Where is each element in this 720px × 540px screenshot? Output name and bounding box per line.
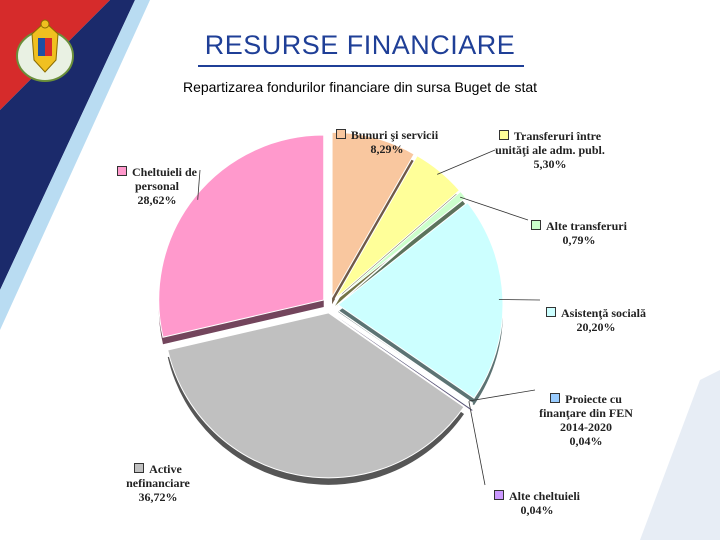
label-value: 0,04% <box>569 434 603 448</box>
label-value: 36,72% <box>138 490 178 504</box>
leader-line-3 <box>498 299 541 301</box>
label-name: Proiecte cu finanţare din FEN 2014-2020 <box>539 392 633 434</box>
label-name: Transferuri între unităţi ale adm. publ. <box>495 129 605 157</box>
label-active-nefinanciare: Active nefinanciare 36,72% <box>108 448 208 518</box>
label-value: 20,20% <box>576 320 616 334</box>
pie-slice-0 <box>331 131 415 300</box>
leader-line-5 <box>468 401 486 486</box>
label-name: Active nefinanciare <box>126 462 190 490</box>
chart-subtitle: Repartizarea fondurilor financiare din s… <box>182 79 538 95</box>
label-cheltuieli-personal: Cheltuieli de personal 28,62% <box>108 151 206 221</box>
pie-slice-7 <box>158 134 325 338</box>
label-proiecte-fen: Proiecte cu finanţare din FEN 2014-2020 … <box>530 378 642 462</box>
slice-side-2 <box>336 198 466 307</box>
pie-slice-6 <box>167 312 465 479</box>
label-name: Cheltuieli de personal <box>132 165 197 193</box>
label-name: Asistenţă socială <box>561 306 646 320</box>
label-name: Bunuri şi servicii <box>350 128 439 142</box>
leader-line-4 <box>469 389 536 402</box>
leader-line-1 <box>437 149 496 175</box>
page-title: RESURSE FINANCIARE <box>204 30 516 60</box>
title-underline <box>198 65 524 67</box>
coat-of-arms-icon <box>16 19 74 82</box>
label-name: Alte transferuri <box>546 219 627 233</box>
leader-line-2 <box>459 196 529 221</box>
label-transferuri-unitati: Transferuri între unităţi ale adm. publ.… <box>488 115 612 185</box>
label-asistenta-sociala: Asistenţă socială 20,20% <box>536 292 656 348</box>
leader-line-7 <box>197 169 201 200</box>
label-alte-cheltuieli: Alte cheltuieli 0,04% <box>482 475 592 531</box>
pie-slice-5 <box>336 309 474 405</box>
label-alte-transferuri: Alte transferuri 0,79% <box>524 205 634 261</box>
label-name: Alte cheltuieli <box>509 489 580 503</box>
slice-side-5 <box>336 316 473 411</box>
label-value: 0,04% <box>520 503 554 517</box>
pie-slice-1 <box>334 155 461 300</box>
pie-slice-2 <box>335 190 467 301</box>
label-value: 0,79% <box>562 233 596 247</box>
label-value: 28,62% <box>137 193 177 207</box>
label-value: 8,29% <box>370 142 404 156</box>
label-value: 5,30% <box>533 157 567 171</box>
label-bunuri-servicii: Bunuri şi servicii 8,29% <box>322 114 452 170</box>
